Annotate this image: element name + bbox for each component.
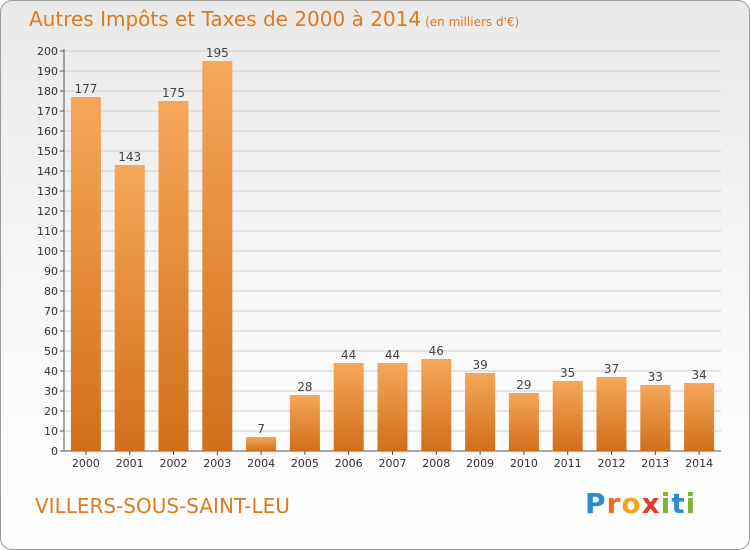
bar-2007[interactable]	[377, 363, 408, 451]
data-label: 33	[648, 370, 663, 384]
data-label: 195	[206, 46, 229, 60]
axes: 0 10 20 30 40 50 60 70 80 90 100 110 120 130 140 150 160…	[37, 45, 721, 470]
y-tick-label: 160	[37, 125, 58, 138]
data-label: 46	[429, 344, 444, 358]
data-label: 29	[516, 378, 531, 392]
proxiti-logo[interactable]: Proxiti	[585, 487, 696, 520]
data-label: 39	[472, 358, 487, 372]
y-tick-label: 50	[44, 345, 58, 358]
bar-2005[interactable]	[289, 395, 320, 451]
chart-title: Autres Impôts et Taxes de 2000 à 2014 (en…	[29, 7, 519, 31]
y-tick-label: 30	[44, 385, 58, 398]
logo-letter: o	[621, 487, 642, 520]
logo-letter: t	[671, 487, 686, 520]
x-tick-label: 2014	[685, 457, 713, 470]
x-tick-label: 2002	[160, 457, 188, 470]
data-label: 28	[297, 380, 312, 394]
bar-2013[interactable]	[640, 385, 671, 451]
bar-2006[interactable]	[333, 363, 364, 451]
y-tick-label: 60	[44, 325, 58, 338]
bar-2009[interactable]	[465, 373, 496, 451]
data-label: 143	[118, 150, 141, 164]
chart-title-text: Autres Impôts et Taxes de 2000 à 2014	[29, 7, 422, 31]
y-tick-label: 80	[44, 285, 58, 298]
y-tick-label: 180	[37, 85, 58, 98]
y-tick-label: 120	[37, 205, 58, 218]
y-tick-label: 100	[37, 245, 58, 258]
logo-letter: i	[685, 487, 697, 520]
data-label: 37	[604, 362, 619, 376]
y-tick-label: 190	[37, 65, 58, 78]
logo-letter: i	[660, 487, 672, 520]
y-tick-label: 110	[37, 225, 58, 238]
logo-letter: x	[641, 487, 661, 520]
x-tick-label: 2009	[466, 457, 494, 470]
y-tick-label: 170	[37, 105, 58, 118]
x-tick-label: 2010	[510, 457, 538, 470]
data-label: 175	[162, 86, 185, 100]
y-tick-label: 0	[51, 445, 58, 458]
x-tick-label: 2012	[598, 457, 626, 470]
bar-2010[interactable]	[508, 393, 539, 451]
y-tick-label: 40	[44, 365, 58, 378]
bars	[70, 61, 715, 451]
bar-2002[interactable]	[158, 101, 189, 451]
x-tick-label: 2005	[291, 457, 319, 470]
y-tick-label: 140	[37, 165, 58, 178]
data-label: 44	[385, 348, 400, 362]
bar-2003[interactable]	[202, 61, 233, 451]
y-tick-label: 20	[44, 405, 58, 418]
x-tick-label: 2006	[335, 457, 363, 470]
commune-name: VILLERS-SOUS-SAINT-LEU	[35, 494, 290, 518]
bar-2001[interactable]	[114, 165, 145, 451]
bar-2014[interactable]	[684, 383, 715, 451]
logo-letter: P	[585, 487, 607, 520]
chart-unit: (en milliers d'€)	[425, 15, 520, 29]
data-label: 44	[341, 348, 356, 362]
data-label: 177	[74, 82, 97, 96]
y-tick-label: 10	[44, 425, 58, 438]
bar-2000[interactable]	[70, 97, 101, 451]
data-label: 35	[560, 366, 575, 380]
y-tick-label: 130	[37, 185, 58, 198]
logo-letter: r	[606, 487, 622, 520]
y-tick-label: 70	[44, 305, 58, 318]
x-tick-label: 2007	[379, 457, 407, 470]
y-tick-label: 200	[37, 45, 58, 58]
data-labels: 177 143 175 195 7 28 44 44 46 39 29 35 37 33 34	[74, 46, 706, 436]
x-tick-label: 2004	[247, 457, 275, 470]
x-tick-label: 2003	[203, 457, 231, 470]
x-tick-label: 2000	[72, 457, 100, 470]
bar-2012[interactable]	[596, 377, 627, 451]
bar-2004[interactable]	[246, 437, 277, 451]
x-tick-label: 2001	[116, 457, 144, 470]
x-tick-label: 2008	[422, 457, 450, 470]
x-tick-label: 2011	[554, 457, 582, 470]
bar-2008[interactable]	[421, 359, 452, 451]
data-label: 7	[257, 422, 265, 436]
y-tick-label: 90	[44, 265, 58, 278]
bar-2011[interactable]	[552, 381, 583, 451]
x-tick-label: 2013	[641, 457, 669, 470]
data-label: 34	[691, 368, 706, 382]
y-tick-label: 150	[37, 145, 58, 158]
